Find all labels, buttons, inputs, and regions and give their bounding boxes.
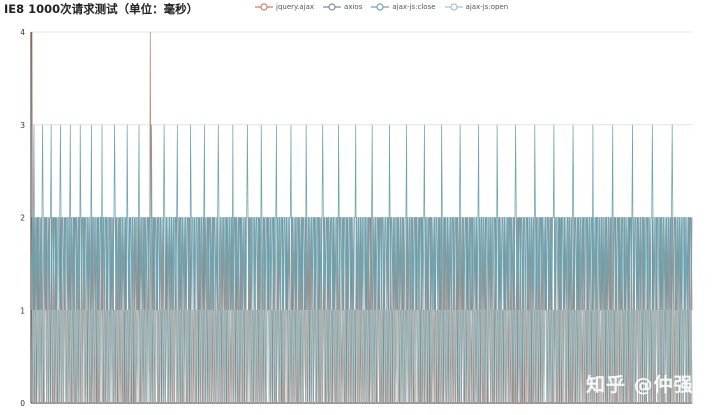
legend-swatch-icon bbox=[255, 3, 273, 11]
legend-label: ajax-js:close bbox=[392, 3, 436, 11]
legend-label: axios bbox=[344, 3, 363, 11]
y-tick-label: 4 bbox=[20, 28, 25, 37]
series-line-ajax-js-close bbox=[31, 124, 693, 311]
legend-swatch-icon bbox=[371, 3, 390, 11]
legend-label: ajax-js:open bbox=[465, 3, 509, 11]
legend-item-jquery-ajax[interactable]: jquery.ajax bbox=[255, 3, 314, 11]
watermark: 知乎 @仲强 bbox=[586, 374, 694, 396]
legend-item-ajax-js-open[interactable]: ajax-js:open bbox=[444, 3, 509, 11]
legend: jquery.ajax axios ajax-js:close ajax-js:… bbox=[255, 0, 508, 14]
axes: 0 1 2 3 4 bbox=[20, 28, 32, 408]
legend-item-axios[interactable]: axios bbox=[323, 3, 362, 11]
legend-swatch-icon bbox=[444, 3, 463, 11]
y-tick-label: 3 bbox=[20, 121, 25, 130]
legend-item-ajax-js-close[interactable]: ajax-js:close bbox=[371, 3, 436, 11]
chart-title: IE8 1000次请求测试（单位：毫秒） bbox=[4, 2, 199, 16]
legend-label: jquery.ajax bbox=[276, 3, 315, 11]
y-tick-label: 2 bbox=[20, 214, 25, 223]
y-tick-label: 0 bbox=[20, 399, 25, 408]
y-tick-label: 1 bbox=[20, 306, 25, 315]
series-line-ajax-js-open bbox=[32, 309, 693, 404]
legend-swatch-icon bbox=[323, 3, 342, 11]
series-layer bbox=[31, 31, 693, 404]
